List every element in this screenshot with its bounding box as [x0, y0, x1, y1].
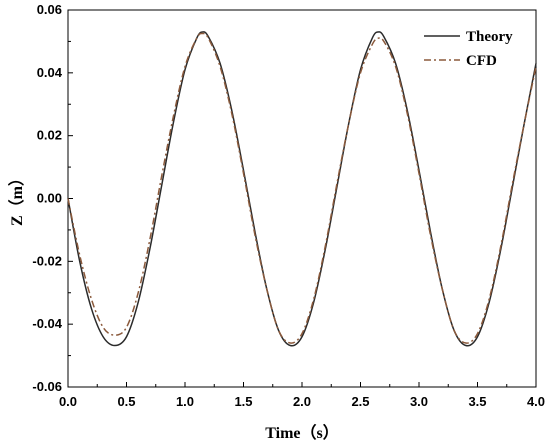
y-tick-label: 0.02 [37, 128, 62, 143]
y-axis-ticks: -0.06 -0.04 -0.02 0.00 0.02 0.04 0.06 [32, 2, 73, 394]
legend-label-cfd: CFD [466, 53, 497, 69]
x-tick-label: 0.0 [59, 394, 77, 409]
y-tick-label: -0.02 [32, 253, 62, 268]
y-axis-label: Z（m） [8, 170, 26, 226]
x-axis-ticks: 0.0 0.5 1.0 1.5 2.0 2.5 3.0 3.5 4.0 [59, 382, 545, 409]
y-tick-label: 0.06 [37, 2, 62, 17]
x-tick-label: 0.5 [117, 394, 135, 409]
x-tick-label: 4.0 [527, 394, 545, 409]
legend: Theory CFD [424, 29, 513, 69]
y-tick-label: -0.06 [32, 379, 62, 394]
y-tick-label: 0.04 [37, 65, 63, 80]
x-axis-label: Time（s） [265, 424, 339, 442]
series-layer [67, 31, 537, 347]
x-tick-label: 2.5 [351, 394, 369, 409]
series-line-cfd [67, 32, 537, 344]
x-tick-label: 1.0 [176, 394, 194, 409]
x-tick-label: 1.5 [234, 394, 252, 409]
x-tick-label: 3.0 [410, 394, 428, 409]
y-tick-label: -0.04 [32, 316, 62, 331]
x-tick-label: 3.5 [468, 394, 486, 409]
x-tick-label: 2.0 [293, 394, 311, 409]
y-tick-label: 0.00 [37, 191, 62, 206]
series-line-theory [67, 31, 537, 347]
legend-label-theory: Theory [466, 29, 513, 45]
